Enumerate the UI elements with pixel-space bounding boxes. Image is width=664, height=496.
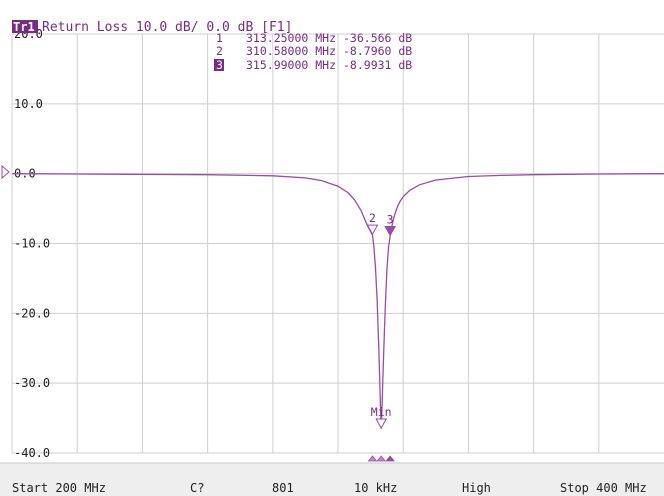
marker-3-glyph[interactable] (384, 225, 396, 237)
status-power[interactable]: High (462, 481, 491, 495)
marker-2-value: -8.7960 dB (343, 44, 412, 58)
y-tick-label: 10.0 (14, 97, 43, 111)
status-bar-bg (0, 463, 664, 496)
grid (11, 33, 664, 454)
marker-1-glyph[interactable] (375, 418, 388, 430)
marker-2-label: 2 (369, 211, 376, 225)
status-stop[interactable]: Stop 400 MHz (560, 481, 647, 495)
marker-1-min-label: Min (371, 405, 392, 419)
status-start[interactable]: Start 200 MHz (12, 481, 106, 495)
status-points[interactable]: 801 (272, 481, 294, 495)
trace-1[interactable] (11, 173, 664, 430)
marker-3-id: 3 (216, 58, 223, 72)
marker-table: 1 313.25000 MHz -36.566 dB 2 310.58000 M… (214, 31, 412, 72)
status-ifbw[interactable]: 10 kHz (354, 481, 397, 495)
trace-badge-bg (12, 20, 38, 33)
marker-1-position-indicator (376, 455, 387, 462)
status-calibration[interactable]: C? (190, 481, 204, 495)
marker-glyphs: Min 2 3 (366, 211, 396, 462)
trace-badge[interactable]: Tr1 (13, 20, 35, 34)
marker-1-value: -36.566 dB (343, 31, 412, 45)
marker-3-label: 3 (387, 212, 394, 226)
marker-2-glyph[interactable] (366, 224, 379, 236)
marker-1-freq: 313.25000 MHz (246, 31, 336, 45)
y-tick-label: -30.0 (14, 376, 50, 390)
trace-title: Return Loss 10.0 dB/ 0.0 dB [F1] (42, 20, 292, 35)
marker-3-position-indicator (385, 455, 395, 462)
reference-level-arrow (1, 164, 10, 180)
marker-2-freq: 310.58000 MHz (246, 44, 336, 58)
trace-line[interactable] (11, 173, 664, 430)
marker-3-value: -8.9931 dB (343, 58, 412, 72)
marker-2-id: 2 (216, 44, 223, 58)
y-tick-label: -10.0 (14, 237, 50, 251)
y-tick-label: -20.0 (14, 306, 50, 320)
marker-2-position-indicator (367, 455, 378, 462)
marker-3-id-bg (214, 59, 224, 71)
y-tick-label: -40.0 (14, 446, 50, 460)
marker-3-freq: 315.99000 MHz (246, 58, 336, 72)
marker-1-id: 1 (216, 31, 223, 45)
